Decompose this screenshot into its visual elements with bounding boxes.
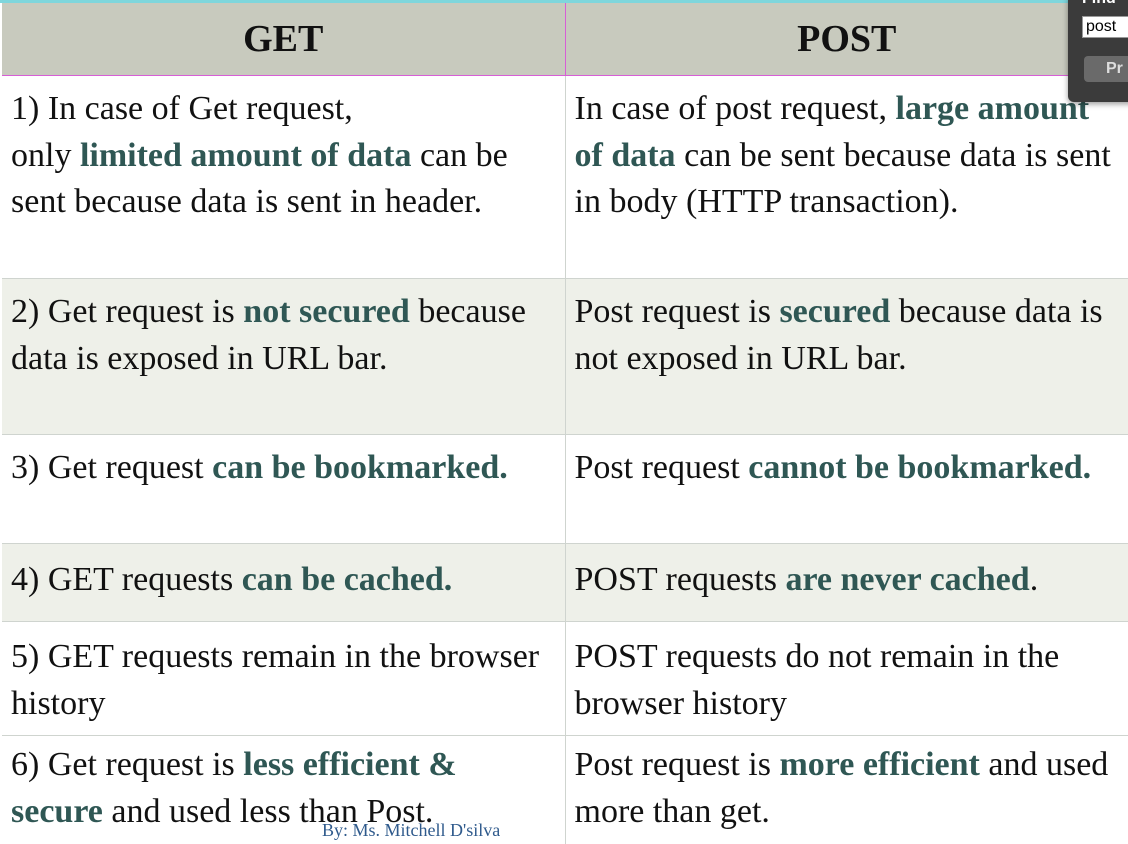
cell-text: 1) In case of Get request, bbox=[11, 90, 353, 127]
table-header-row: GET POST bbox=[2, 3, 1128, 76]
table-row: 3) Get request can be bookmarked. Post r… bbox=[2, 434, 1128, 544]
cell-highlight: can be cached. bbox=[241, 561, 453, 599]
cell-highlight: limited amount of data bbox=[79, 136, 412, 174]
top-accent-strip bbox=[0, 0, 1128, 3]
cell-text: POST requests do not remain in the brows… bbox=[574, 638, 1060, 722]
table-row: 2) Get request is not secured because da… bbox=[2, 278, 1128, 435]
table-row: 1) In case of Get request, only limited a… bbox=[2, 75, 1128, 279]
get-cell-3: 3) Get request can be bookmarked. bbox=[2, 434, 566, 544]
table-row: 5) GET requests remain in the browser hi… bbox=[2, 621, 1128, 736]
cell-highlight: large amount of data bbox=[574, 90, 1090, 174]
find-previous-button[interactable]: Pr bbox=[1084, 56, 1128, 82]
cell-text: can be sent because data is sent in head… bbox=[11, 136, 508, 221]
post-cell-3: Post request cannot be bookmarked. bbox=[565, 434, 1128, 544]
cell-highlight: less efficient & secure bbox=[11, 746, 457, 830]
cell-text: can be sent because data is sent in body… bbox=[574, 136, 1111, 221]
cell-highlight: secured bbox=[779, 293, 891, 330]
cell-highlight: more efficient bbox=[779, 746, 980, 783]
cell-text: and used more than get. bbox=[574, 746, 1109, 830]
find-input[interactable] bbox=[1082, 16, 1128, 38]
get-vs-post-table: GET POST 1) In case of Get request, only … bbox=[2, 3, 1128, 844]
post-cell-4: POST requests are never cached. bbox=[565, 543, 1128, 622]
post-cell-6: Post request is more efficient and used … bbox=[565, 735, 1128, 844]
post-cell-1: In case of post request, large amount of… bbox=[565, 75, 1128, 279]
cell-text: because data is exposed in URL bar. bbox=[11, 293, 526, 377]
author-credit: By: Ms. Mitchell D'silva bbox=[322, 820, 501, 840]
get-cell-6: 6) Get request is less efficient & secur… bbox=[2, 735, 566, 844]
post-cell-5: POST requests do not remain in the brows… bbox=[565, 621, 1128, 736]
find-panel: Find Pr bbox=[1068, 0, 1128, 102]
cell-highlight: not secured bbox=[243, 293, 410, 330]
cell-text: 2) Get request is bbox=[11, 293, 244, 330]
cell-text: only bbox=[11, 136, 80, 174]
get-cell-2: 2) Get request is not secured because da… bbox=[2, 278, 566, 435]
cell-text: In case of post request, bbox=[574, 90, 896, 127]
cell-text: POST requests bbox=[574, 561, 786, 599]
cell-text: 5) GET requests remain in the browser hi… bbox=[11, 638, 540, 722]
cell-text: . bbox=[1029, 561, 1039, 599]
find-label: Find bbox=[1082, 0, 1116, 8]
get-cell-1: 1) In case of Get request, only limited a… bbox=[2, 75, 566, 279]
get-cell-5: 5) GET requests remain in the browser hi… bbox=[2, 621, 566, 736]
cell-text: because data is not exposed in URL bar. bbox=[574, 293, 1103, 377]
cell-text: Post request bbox=[574, 449, 749, 486]
cell-text: 4) GET requests bbox=[11, 561, 242, 599]
cell-highlight: cannot be bookmarked. bbox=[748, 449, 1092, 486]
table-row: 6) Get request is less efficient & secur… bbox=[2, 735, 1128, 844]
cell-highlight: can be bookmarked. bbox=[212, 449, 508, 486]
header-get: GET bbox=[2, 3, 566, 76]
get-cell-4: 4) GET requests can be cached. bbox=[2, 543, 566, 622]
cell-text: 6) Get request is bbox=[11, 746, 244, 783]
header-post: POST bbox=[565, 3, 1128, 76]
cell-text: Post request is bbox=[574, 293, 780, 330]
cell-highlight: are never cached bbox=[785, 561, 1030, 599]
cell-text: 3) Get request bbox=[11, 449, 213, 486]
table-row: 4) GET requests can be cached. POST requ… bbox=[2, 543, 1128, 622]
cell-text: and used less than Post. bbox=[102, 792, 434, 830]
post-cell-2: Post request is secured because data is … bbox=[565, 278, 1128, 435]
cell-text: Post request is bbox=[574, 746, 780, 783]
